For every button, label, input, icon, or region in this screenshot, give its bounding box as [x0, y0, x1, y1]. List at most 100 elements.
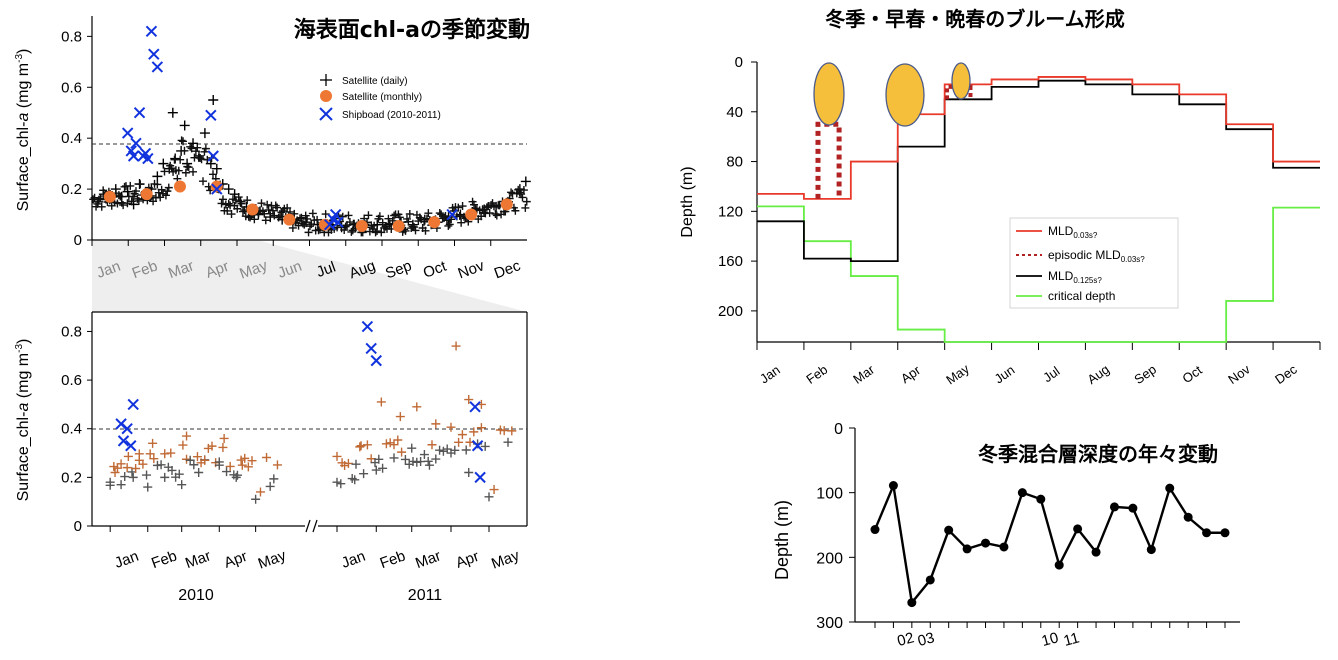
a-daily-point — [521, 203, 530, 212]
b-satellite-point — [148, 438, 158, 448]
b-satellite-point — [359, 469, 369, 479]
b-satellite-point — [431, 419, 441, 429]
b-satellite-point — [145, 449, 155, 459]
legend-shipboard-marker — [319, 107, 333, 121]
legend-daily-label: Satellite (daily) — [342, 76, 408, 87]
a-daily-point — [518, 193, 527, 202]
b-satellite-point — [116, 459, 126, 469]
zoom-wedge — [92, 240, 527, 312]
a-xtick-label: Jul — [314, 259, 338, 282]
b-satellite-point — [366, 454, 376, 464]
d-data-point — [981, 538, 991, 548]
b-xtick-label: May — [489, 547, 522, 573]
a-daily-point — [217, 199, 226, 208]
legend-monthly-marker — [320, 90, 332, 102]
a-daily-point — [340, 226, 349, 235]
b-satellite-point — [134, 455, 144, 465]
d-ytick-label: 0 — [834, 421, 843, 438]
b-satellite-point — [142, 470, 152, 480]
c-xtick-label: Apr — [898, 362, 924, 386]
a-daily-point — [243, 196, 252, 205]
c-ytick-label: 0 — [735, 54, 743, 71]
a-daily-point — [511, 206, 520, 215]
b-ytick-label: 0.6 — [61, 372, 82, 389]
b-satellite-point — [116, 480, 126, 490]
b-satellite-point — [376, 397, 386, 407]
b-satellite-point — [336, 479, 346, 489]
d-data-point — [1146, 545, 1156, 555]
panel-b: 00.20.40.60.8 Jan Feb Mar Apr May Jan Feb Mar Ap… — [14, 311, 528, 604]
d-data-point — [962, 544, 972, 554]
b-satellite-point — [332, 451, 342, 461]
a-daily-point — [321, 210, 330, 219]
a-daily-point — [457, 218, 466, 227]
b-xtick-label: Jan — [112, 548, 141, 572]
b-ytick-label: 0.8 — [61, 323, 82, 340]
b-satellite-point — [255, 487, 265, 497]
b-satellite-point — [454, 437, 464, 447]
a-daily-point — [93, 199, 102, 208]
d-data-point — [907, 598, 917, 608]
a-daily-point — [492, 211, 501, 220]
b-satellite-point — [476, 423, 486, 433]
a-daily-point — [236, 197, 245, 206]
b-xtick-label: Jan — [339, 548, 368, 572]
a-daily-point — [435, 209, 444, 218]
b-satellite-point — [356, 441, 366, 451]
b-satellite-point — [362, 440, 372, 450]
a-daily-point — [522, 197, 531, 206]
a-daily-point — [485, 208, 494, 217]
a-daily-point — [163, 187, 172, 196]
a-daily-point — [158, 158, 169, 169]
c-ytick-label: 40 — [726, 104, 743, 121]
d-xtick-label: 02 — [895, 629, 916, 650]
b-satellite-point — [351, 459, 361, 469]
a-daily-point — [223, 184, 234, 195]
a-daily-point — [373, 227, 382, 236]
a-monthly-point — [103, 190, 116, 203]
d-data-point — [1073, 524, 1083, 534]
b-satellite-point — [407, 443, 417, 453]
a-shipboard-point — [329, 208, 342, 221]
b-satellite-point — [122, 463, 132, 473]
b-xtick-label: Feb — [378, 547, 408, 572]
d-data-point — [1109, 502, 1119, 512]
b-satellite-point — [167, 465, 177, 475]
b-satellite-point — [412, 457, 422, 467]
b-satellite-point — [464, 395, 474, 405]
a-shipboard-point — [133, 107, 146, 119]
a-daily-point — [375, 212, 384, 221]
a-daily-point — [199, 177, 208, 186]
a-shipboard-point — [145, 25, 158, 37]
a-daily-point — [401, 226, 410, 235]
a-ytick-label: 0 — [74, 232, 82, 249]
b-satellite-point — [499, 426, 509, 436]
b-shipboard-point — [127, 398, 139, 411]
b-satellite-point — [166, 448, 176, 458]
a-daily-point — [187, 144, 196, 153]
bloom-winter — [813, 62, 845, 126]
a-daily-point — [345, 218, 354, 227]
a-shipboard-point — [332, 216, 344, 228]
a-daily-point — [164, 183, 173, 192]
a-daily-point — [167, 107, 178, 118]
a-daily-point — [288, 223, 297, 232]
b-shipboard-point — [474, 471, 486, 484]
a-daily-point — [208, 170, 217, 179]
b-xtick-label: Mar — [183, 547, 213, 572]
b-satellite-point — [192, 452, 202, 462]
a-daily-point — [305, 222, 314, 231]
c-ytick-label: 200 — [718, 303, 743, 320]
b-satellite-point — [218, 442, 228, 452]
a-daily-point — [167, 164, 176, 173]
a-daily-point — [421, 226, 430, 235]
a-shipboard-point — [323, 219, 336, 231]
a-daily-point — [131, 187, 140, 196]
b-satellite-point — [120, 472, 130, 482]
legend-mld003-label: MLD0.03s? — [1048, 224, 1098, 240]
a-daily-point — [180, 146, 189, 155]
a-daily-point — [189, 167, 198, 176]
a-monthly-point — [173, 180, 186, 193]
b-satellite-point — [446, 422, 456, 432]
legend-mld0125-label: MLD0.125s? — [1048, 269, 1102, 285]
